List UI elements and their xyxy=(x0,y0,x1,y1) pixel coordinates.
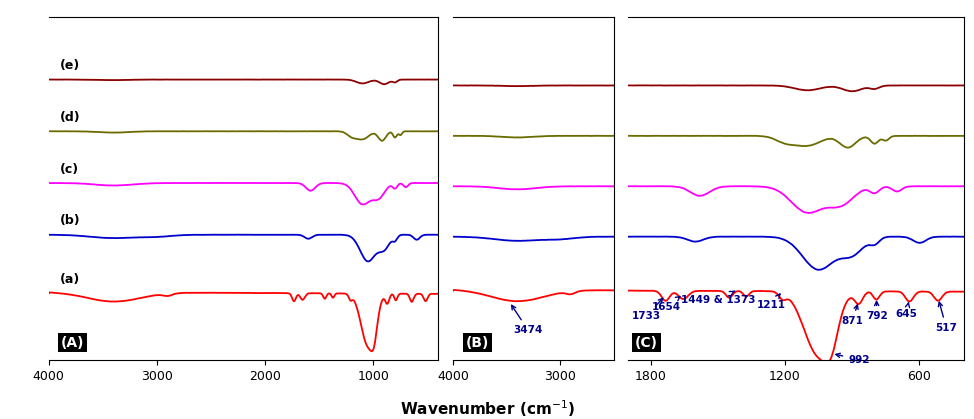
Text: Wavenumber (cm$^{-1}$): Wavenumber (cm$^{-1}$) xyxy=(399,398,575,419)
Text: 1211: 1211 xyxy=(757,294,786,310)
Text: 992: 992 xyxy=(836,353,870,365)
Text: (b): (b) xyxy=(59,215,80,228)
Text: 1654: 1654 xyxy=(652,297,681,312)
Text: 645: 645 xyxy=(895,303,917,319)
Text: (e): (e) xyxy=(59,59,80,72)
Text: (d): (d) xyxy=(59,111,80,124)
Text: (C): (C) xyxy=(635,336,658,349)
Text: (c): (c) xyxy=(59,163,79,176)
Text: 871: 871 xyxy=(842,305,863,326)
Text: 517: 517 xyxy=(935,302,957,333)
Text: 3474: 3474 xyxy=(511,305,543,335)
Text: 1449 & 1373: 1449 & 1373 xyxy=(681,291,755,305)
Text: (A): (A) xyxy=(60,336,84,349)
Text: (a): (a) xyxy=(59,274,80,287)
Text: 1733: 1733 xyxy=(631,298,662,321)
Text: (B): (B) xyxy=(466,336,489,349)
Text: 792: 792 xyxy=(866,301,887,321)
